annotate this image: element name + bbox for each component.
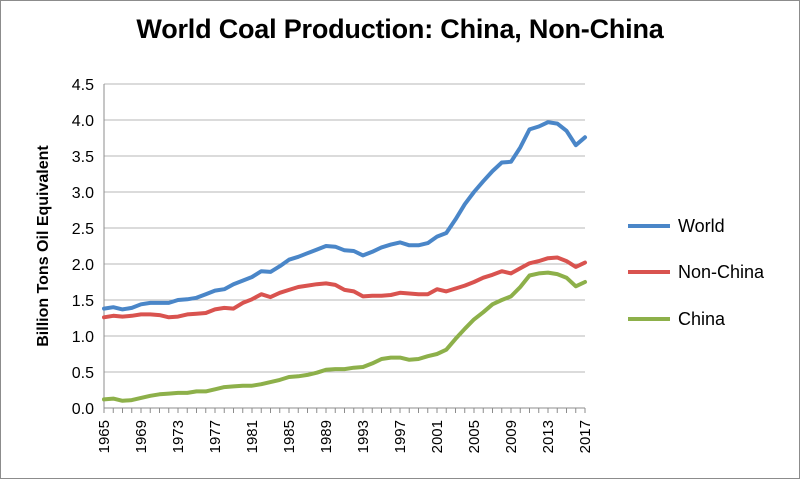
x-tick-label: 2009 <box>503 420 520 453</box>
y-tick-label: 1.5 <box>72 293 94 310</box>
x-tick-label: 1965 <box>96 420 113 453</box>
x-axis-ticks: 1965 1969 1973 1977 1981 1985 1989 1993 1997 2001… <box>96 408 594 453</box>
x-tick-label: 2017 <box>577 420 594 453</box>
gridlines <box>103 83 585 409</box>
x-tick-label: 1981 <box>244 420 261 453</box>
legend: World Non-China China <box>628 216 765 329</box>
chart-title: World Coal Production: China, Non-China <box>136 14 664 44</box>
y-tick-label: 4.0 <box>72 113 94 130</box>
series-line-china <box>102 270 587 403</box>
y-tick-label: 2.0 <box>72 257 94 274</box>
y-tick-label: 1.0 <box>72 329 94 346</box>
legend-label: China <box>678 309 726 329</box>
y-tick-label: 0.0 <box>72 401 94 418</box>
x-tick-label: 1997 <box>392 420 409 453</box>
legend-label: World <box>678 216 725 236</box>
x-tick-label: 1977 <box>207 420 224 453</box>
y-tick-label: 2.5 <box>72 221 94 238</box>
y-tick-label: 3.0 <box>72 185 94 202</box>
series-line-world <box>102 120 587 312</box>
y-tick-label: 4.5 <box>72 77 94 94</box>
series-line-non-china <box>102 255 587 320</box>
x-tick-label: 1973 <box>170 420 187 453</box>
y-tick-label: 3.5 <box>72 149 94 166</box>
x-tick-label: 2001 <box>429 420 446 453</box>
x-tick-label: 1985 <box>281 420 298 453</box>
y-tick-label: 0.5 <box>72 365 94 382</box>
legend-label: Non-China <box>678 262 765 282</box>
x-tick-label: 1989 <box>318 420 335 453</box>
x-tick-label: 1969 <box>133 420 150 453</box>
series-lines <box>102 120 587 403</box>
x-tick-label: 2005 <box>466 420 483 453</box>
x-tick-label: 2013 <box>540 420 557 453</box>
y-axis-ticks: 0.0 0.5 1.0 1.5 2.0 2.5 3.0 3.5 4.0 4.5 <box>72 77 94 418</box>
x-tick-label: 1993 <box>355 420 372 453</box>
